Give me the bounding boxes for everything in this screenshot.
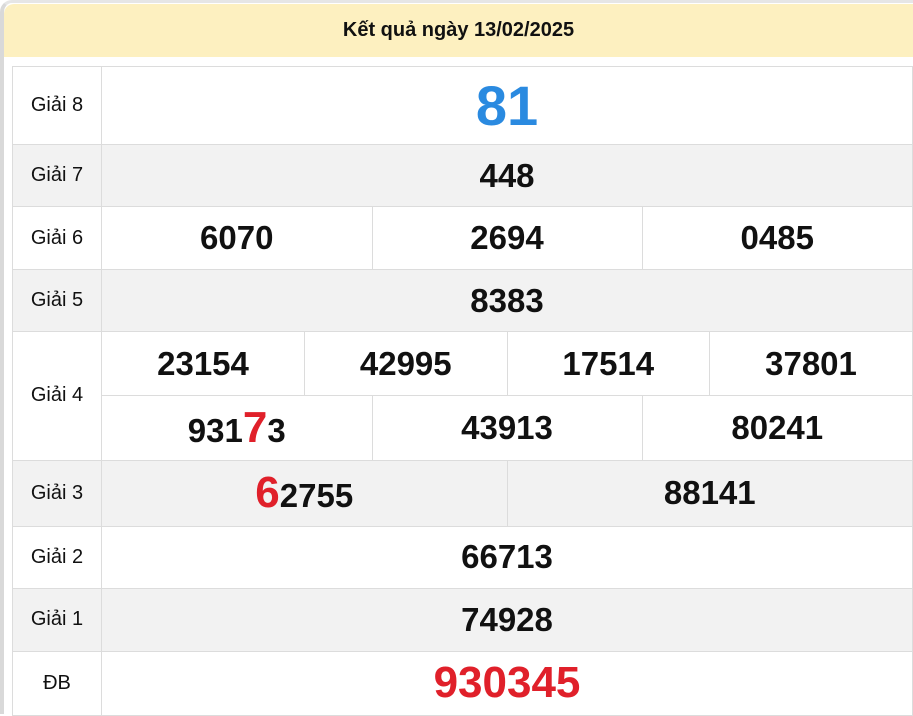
row-giai-8: Giải 8 81 [12, 66, 913, 145]
prize-number: 2694 [371, 207, 642, 269]
row-giai-3: Giải 3 62755 88141 [12, 459, 913, 527]
prize-number: 8383 [101, 269, 913, 332]
digits: 931 [187, 411, 243, 449]
prize-number: 62755 [102, 461, 507, 526]
row-giai-2: Giải 2 66713 [12, 525, 913, 589]
digits: 3 [267, 411, 286, 449]
prize-number: 6070 [200, 219, 274, 256]
row-giai-6: Giải 6 6070 2694 0485 [12, 206, 913, 270]
row-giai-1: Giải 1 74928 [12, 587, 913, 652]
highlighted-digit: 6 [255, 468, 280, 517]
row-giai-7: Giải 7 448 [12, 144, 913, 207]
prize-label: Giải 2 [12, 525, 102, 589]
row-giai-4: Giải 4 23154 42995 17514 37801 93173 439… [12, 331, 913, 461]
results-title: Kết quả ngày 13/02/2025 [342, 19, 575, 41]
digits: 2755 [279, 477, 354, 514]
row-dac-biet: ĐB 930345 [12, 650, 913, 716]
prize-label: Giải 5 [12, 269, 102, 332]
prize-label: Giải 6 [12, 206, 102, 270]
prize-number: 74928 [101, 587, 913, 652]
prize-number: 80241 [641, 395, 912, 460]
results-header: Kết quả ngày 13/02/2025 [4, 4, 913, 57]
prize-number: 448 [101, 144, 913, 207]
prize-label: ĐB [12, 650, 102, 716]
prize-number: 81 [101, 66, 913, 145]
prize-number: 88141 [506, 460, 912, 526]
prize-number: 93173 [102, 396, 372, 460]
special-prize-number: 930345 [101, 650, 913, 716]
row-giai-5: Giải 5 8383 [12, 269, 913, 332]
prize-label: Giải 1 [12, 587, 102, 652]
prize-number: 37801 [709, 332, 912, 395]
prize-label: Giải 8 [12, 66, 102, 145]
prize-number: 42995 [304, 332, 507, 395]
prize-number: 17514 [506, 332, 710, 395]
prize-number: 66713 [101, 525, 913, 589]
prize-number: 43913 [371, 395, 642, 460]
prize-label: Giải 3 [12, 459, 102, 527]
prize-label: Giải 7 [12, 144, 102, 207]
prize-number: 23154 [157, 344, 249, 382]
prize-label: Giải 4 [12, 331, 102, 461]
prize-number: 0485 [641, 207, 912, 269]
highlighted-digit: 7 [242, 402, 268, 452]
results-table: Giải 8 81 Giải 7 448 Giải 6 6070 2694 04… [12, 66, 913, 716]
